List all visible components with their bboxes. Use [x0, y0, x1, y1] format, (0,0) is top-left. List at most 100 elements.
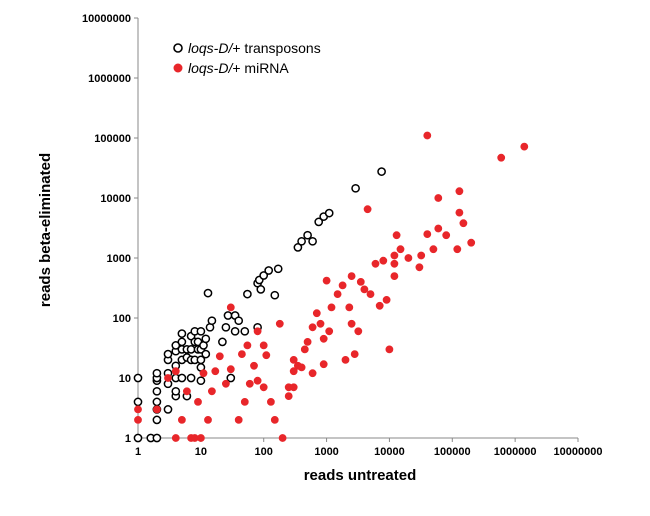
mirna-point	[382, 295, 391, 304]
y-tick-label: 1000	[107, 253, 131, 265]
axes	[137, 18, 578, 439]
transposon-point	[177, 373, 187, 383]
mirna-point	[308, 369, 317, 378]
mirna-point	[199, 369, 208, 378]
transposon-point	[218, 337, 227, 347]
mirna-point	[152, 405, 161, 414]
transposon-point	[303, 230, 312, 240]
transposon-point	[377, 167, 386, 176]
y-tick-label: 100000	[94, 133, 131, 145]
transposon-point	[259, 271, 269, 280]
y-tick-label: 10000	[100, 193, 131, 205]
mirna-point	[371, 259, 380, 268]
y-tick-label: 10000000	[82, 13, 131, 25]
series-mirna	[134, 131, 529, 442]
legend-marker-mirna	[173, 63, 183, 73]
x-tick-label: 1000	[314, 446, 338, 458]
mirna-point	[207, 387, 216, 396]
mirna-point	[375, 301, 384, 310]
mirna-point	[182, 387, 191, 396]
mirna-point	[194, 397, 202, 406]
mirna-point	[322, 276, 331, 285]
y-tick-label: 100	[113, 313, 131, 325]
transposon-point	[171, 386, 181, 396]
transposon-point	[133, 433, 143, 443]
mirna-point	[308, 323, 317, 332]
transposon-point	[196, 326, 206, 336]
mirna-point	[497, 153, 506, 162]
mirna-point	[354, 327, 363, 336]
transposon-point	[152, 386, 162, 396]
transposon-point	[152, 415, 162, 425]
x-ticks: 1 10 100 1000 10000 100000 1000000 10000000	[135, 438, 602, 458]
mirna-point	[240, 397, 249, 406]
mirna-point	[366, 290, 375, 298]
mirna-point	[363, 205, 372, 214]
transposon-point	[177, 329, 187, 338]
transposon-point	[230, 326, 240, 336]
mirna-point	[211, 367, 220, 376]
transposon-point	[203, 288, 213, 298]
mirna-point	[455, 187, 464, 196]
mirna-point	[319, 360, 328, 369]
mirna-point	[459, 219, 468, 228]
transposon-point	[314, 217, 324, 227]
transposon-point	[293, 243, 303, 252]
mirna-point	[434, 224, 443, 233]
mirna-point	[350, 350, 359, 358]
mirna-point	[270, 415, 279, 424]
legend: loqs-D/+ transposons loqs-D/+ miRNA	[173, 40, 321, 76]
transposon-point	[201, 334, 211, 344]
mirna-point	[253, 376, 262, 385]
mirna-point	[453, 245, 462, 254]
mirna-point	[434, 194, 443, 202]
mirna-point	[423, 131, 432, 140]
mirna-point	[429, 245, 438, 254]
transposon-point	[186, 345, 196, 354]
x-tick-label: 1	[135, 446, 141, 458]
mirna-point	[392, 231, 401, 240]
transposon-point	[163, 405, 173, 414]
mirna-point	[177, 415, 186, 424]
mirna-point	[423, 230, 432, 238]
mirna-point	[237, 350, 246, 358]
mirna-point	[284, 392, 293, 400]
transposon-point	[270, 290, 280, 300]
mirna-point	[347, 272, 356, 280]
transposon-point	[297, 236, 306, 246]
transposon-point	[152, 368, 162, 378]
mirna-point	[390, 272, 399, 280]
mirna-point	[404, 254, 413, 262]
x-tick-label: 10000	[374, 446, 405, 458]
mirna-point	[245, 379, 254, 388]
x-tick-label: 1000000	[494, 446, 537, 458]
transposon-point	[223, 311, 233, 320]
legend-label-transposons: loqs-D/+ transposons	[188, 40, 321, 56]
transposon-point	[133, 397, 143, 407]
transposon-point	[177, 337, 187, 347]
mirna-point	[396, 245, 405, 254]
transposon-point	[234, 316, 244, 326]
legend-label-mirna: loqs-D/+ miRNA	[188, 60, 289, 76]
y-tick-label: 10	[119, 373, 131, 385]
mirna-point	[234, 415, 243, 424]
mirna-point	[289, 383, 298, 392]
transposon-point	[324, 208, 334, 218]
mirna-point	[360, 285, 369, 294]
legend-label-transposons-italic: loqs-D/	[188, 40, 234, 56]
series-transposons	[133, 167, 386, 443]
transposon-point	[351, 183, 360, 193]
mirna-point	[327, 303, 336, 312]
mirna-point	[319, 334, 328, 343]
mirna-point	[164, 374, 172, 382]
mirna-point	[196, 434, 205, 442]
mirna-point	[289, 367, 298, 376]
mirna-point	[259, 383, 268, 392]
transposon-point	[264, 266, 274, 275]
mirna-point	[390, 259, 399, 268]
mirna-point	[243, 341, 252, 350]
mirna-point	[325, 327, 334, 336]
y-axis-title: reads beta-eliminated	[37, 153, 54, 307]
mirna-point	[171, 367, 180, 376]
mirna-point	[262, 351, 271, 360]
